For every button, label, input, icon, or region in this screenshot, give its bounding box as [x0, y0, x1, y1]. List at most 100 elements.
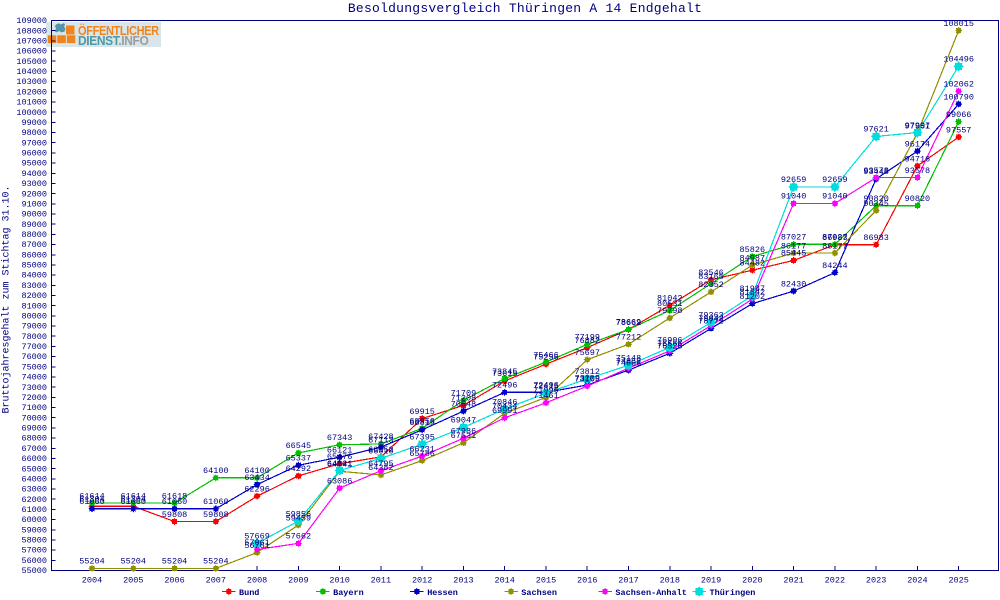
svg-text:55204: 55204 [79, 557, 105, 567]
svg-text:71709: 71709 [451, 389, 477, 399]
svg-text:92000: 92000 [21, 189, 47, 199]
svg-text:65000: 65000 [21, 464, 47, 474]
svg-text:100000: 100000 [16, 108, 47, 118]
svg-text:99066: 99066 [946, 110, 972, 120]
svg-text:59856: 59856 [286, 509, 312, 519]
svg-text:106000: 106000 [16, 47, 47, 57]
svg-text:74668: 74668 [616, 358, 642, 368]
svg-text:90820: 90820 [863, 194, 889, 204]
svg-text:62000: 62000 [21, 495, 47, 505]
svg-text:103000: 103000 [16, 77, 47, 87]
svg-text:100790: 100790 [943, 92, 974, 102]
svg-text:61000: 61000 [21, 505, 47, 515]
svg-text:2014: 2014 [494, 575, 514, 585]
svg-text:96000: 96000 [21, 149, 47, 159]
svg-text:2017: 2017 [618, 575, 638, 585]
svg-text:62296: 62296 [244, 484, 270, 494]
svg-text:68000: 68000 [21, 434, 47, 444]
svg-text:73615: 73615 [492, 369, 518, 379]
svg-text:75697: 75697 [574, 348, 600, 358]
svg-text:85826: 85826 [740, 245, 766, 255]
svg-text:90345: 90345 [863, 199, 889, 209]
svg-text:75466: 75466 [533, 350, 559, 360]
svg-text:66121: 66121 [327, 446, 353, 456]
svg-text:90000: 90000 [21, 210, 47, 220]
svg-text:89000: 89000 [21, 220, 47, 230]
svg-text:57061: 57061 [244, 538, 270, 548]
svg-text:75148: 75148 [616, 354, 642, 364]
svg-text:101000: 101000 [16, 98, 47, 108]
svg-text:65337: 65337 [286, 454, 312, 464]
svg-text:82352: 82352 [698, 280, 724, 290]
svg-text:69047: 69047 [451, 416, 477, 426]
svg-text:Bayern: Bayern [333, 588, 364, 598]
svg-text:69000: 69000 [21, 424, 47, 434]
svg-text:2020: 2020 [742, 575, 762, 585]
svg-text:67343: 67343 [327, 433, 353, 443]
svg-text:93578: 93578 [863, 166, 889, 176]
svg-text:92659: 92659 [822, 175, 848, 185]
svg-text:56761: 56761 [244, 541, 270, 551]
svg-text:55204: 55204 [162, 557, 188, 567]
svg-text:2009: 2009 [288, 575, 308, 585]
svg-text:86983: 86983 [863, 233, 889, 243]
svg-text:76906: 76906 [657, 336, 683, 346]
svg-text:67395: 67395 [409, 433, 435, 443]
svg-text:2015: 2015 [536, 575, 556, 585]
svg-text:73209: 73209 [574, 373, 600, 383]
svg-text:75256: 75256 [533, 352, 559, 362]
svg-text:61614: 61614 [79, 491, 105, 501]
svg-text:59459: 59459 [286, 513, 312, 523]
svg-text:Sachsen-Anhalt: Sachsen-Anhalt [615, 588, 686, 598]
svg-text:80531: 80531 [657, 299, 683, 309]
svg-text:76566: 76566 [657, 339, 683, 349]
svg-text:73845: 73845 [492, 367, 518, 377]
svg-text:2004: 2004 [82, 575, 102, 585]
svg-text:83000: 83000 [21, 281, 47, 291]
svg-text:104496: 104496 [943, 55, 974, 65]
svg-text:109000: 109000 [16, 16, 47, 26]
svg-text:61060: 61060 [121, 497, 147, 507]
svg-text:2008: 2008 [247, 575, 267, 585]
svg-text:2006: 2006 [164, 575, 184, 585]
svg-text:64795: 64795 [368, 459, 394, 469]
svg-text:79798: 79798 [657, 306, 683, 316]
svg-text:84244: 84244 [822, 261, 848, 271]
svg-text:57669: 57669 [244, 532, 270, 542]
svg-text:Thüringen: Thüringen [710, 588, 756, 598]
svg-text:96174: 96174 [905, 139, 931, 149]
svg-text:82000: 82000 [21, 291, 47, 301]
svg-text:69915: 69915 [409, 407, 435, 417]
svg-text:2022: 2022 [825, 575, 845, 585]
svg-text:71996: 71996 [533, 386, 559, 396]
svg-text:65786: 65786 [409, 449, 435, 459]
svg-text:97997: 97997 [905, 121, 931, 131]
svg-text:71461: 71461 [533, 391, 559, 401]
svg-text:2019: 2019 [701, 575, 721, 585]
svg-text:105000: 105000 [16, 57, 47, 67]
svg-text:Bund: Bund [239, 588, 259, 598]
svg-text:72000: 72000 [21, 393, 47, 403]
svg-text:84482: 84482 [740, 259, 766, 269]
svg-text:Sachsen: Sachsen [521, 588, 557, 598]
svg-text:70434: 70434 [492, 402, 518, 412]
svg-text:70846: 70846 [492, 397, 518, 407]
svg-text:55204: 55204 [121, 557, 147, 567]
svg-text:66231: 66231 [409, 444, 435, 454]
svg-text:57662: 57662 [286, 532, 312, 542]
svg-text:64100: 64100 [203, 466, 229, 476]
svg-text:91040: 91040 [822, 192, 848, 202]
svg-text:80000: 80000 [21, 311, 47, 321]
svg-text:72496: 72496 [492, 381, 518, 391]
svg-text:97557: 97557 [946, 125, 972, 135]
svg-text:95000: 95000 [21, 159, 47, 169]
svg-text:64292: 64292 [286, 464, 312, 474]
svg-text:57000: 57000 [21, 546, 47, 556]
svg-text:83165: 83165 [698, 272, 724, 282]
svg-text:2018: 2018 [660, 575, 680, 585]
svg-text:81642: 81642 [740, 287, 766, 297]
svg-text:97000: 97000 [21, 138, 47, 148]
svg-text:81987: 81987 [740, 284, 766, 294]
svg-text:86177: 86177 [822, 241, 848, 251]
svg-text:63000: 63000 [21, 485, 47, 495]
